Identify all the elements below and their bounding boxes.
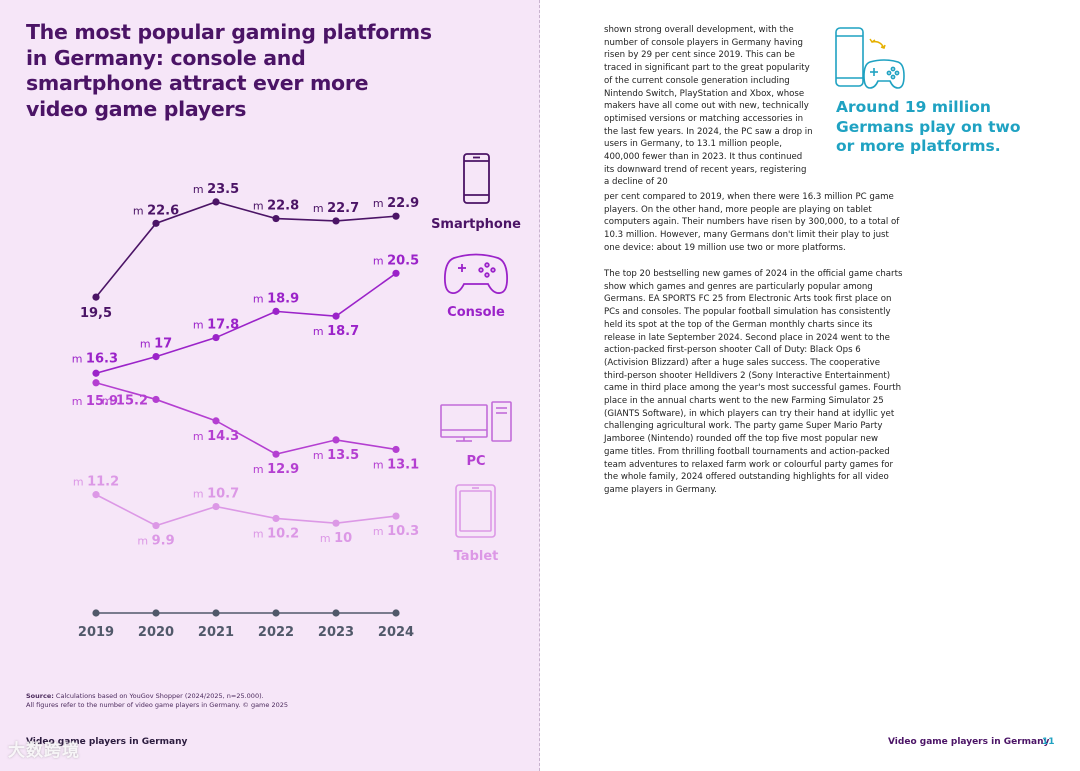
data-label-smartphone-2021: m 23.5	[193, 182, 239, 197]
data-point-console-2020	[152, 353, 160, 361]
data-label-console-2020: m 17	[140, 337, 172, 352]
x-axis-label-2020: 2020	[138, 625, 174, 640]
source-note: Source: Calculations based on YouGov Sho…	[26, 692, 426, 710]
data-label-pc-2024: m 13.1	[373, 457, 419, 472]
data-label-smartphone-2019: 19,5	[80, 306, 112, 321]
data-point-smartphone-2019	[92, 293, 100, 301]
x-axis-tick-2019	[92, 609, 100, 617]
x-axis-label-2024: 2024	[378, 625, 414, 640]
x-axis-tick-2020	[152, 609, 160, 617]
data-point-smartphone-2022	[272, 214, 280, 223]
data-label-tablet-2020: m 9.9	[137, 534, 174, 549]
data-point-pc-2020	[152, 395, 160, 404]
category-label-pc: PC	[466, 454, 485, 469]
series-line-smartphone	[95, 201, 397, 298]
data-label-tablet-2022: m 10.2	[253, 526, 299, 541]
platform-line-chart: 19,5 m 22.6 m 23.5 m 22.8 m 22.7 m 22.9 m 16.3…	[72, 153, 521, 640]
x-axis-tick-2021	[212, 609, 220, 617]
data-point-pc-2021	[212, 417, 220, 425]
data-label-console-2024: m 20.5	[373, 253, 419, 268]
x-axis-label-2019: 2019	[78, 625, 114, 640]
data-point-tablet-2024	[392, 512, 400, 520]
data-point-console-2022	[272, 307, 280, 315]
data-label-pc-2022: m 12.9	[253, 462, 299, 477]
data-label-smartphone-2022: m 22.8	[253, 199, 299, 214]
data-point-console-2021	[212, 333, 220, 342]
page-number: 11	[1042, 737, 1055, 747]
data-point-console-2019	[92, 369, 100, 377]
data-label-console-2023: m 18.7	[313, 324, 359, 339]
data-point-smartphone-2020	[152, 219, 160, 227]
data-label-smartphone-2024: m 22.9	[373, 196, 419, 211]
data-label-smartphone-2020: m 22.6	[133, 203, 179, 218]
x-axis-label-2021: 2021	[198, 625, 234, 640]
category-label-tablet: Tablet	[454, 549, 499, 564]
x-axis-tick-2023	[332, 609, 340, 617]
data-label-pc-2021: m 14.3	[193, 429, 239, 444]
source-text: Calculations based on YouGov Shopper (20…	[55, 692, 264, 700]
tablet-icon	[455, 484, 496, 538]
data-label-console-2021: m 17.8	[193, 318, 239, 333]
footer-title-right: Video game players in Germany	[888, 737, 1050, 747]
data-label-pc-2019: m 15.9	[72, 394, 118, 409]
data-point-smartphone-2023	[332, 217, 340, 225]
data-point-smartphone-2024	[392, 212, 400, 220]
x-axis-label-2022: 2022	[258, 625, 294, 640]
body-paragraph-1b: per cent compared to 2019, when there we…	[604, 192, 900, 253]
data-point-tablet-2023	[332, 519, 340, 527]
data-label-pc-2023: m 13.5	[313, 448, 359, 463]
category-label-smartphone: Smartphone	[431, 217, 521, 232]
series-line-console	[95, 272, 397, 375]
data-label-console-2019: m 16.3	[72, 351, 118, 366]
watermark-text: 大数跨境	[8, 741, 80, 761]
left-page	[0, 0, 540, 771]
x-axis-tick-2022	[272, 609, 280, 617]
data-point-tablet-2022	[272, 514, 280, 523]
data-point-tablet-2021	[212, 502, 220, 511]
data-label-console-2022: m 18.9	[253, 291, 299, 306]
source-label: Source:	[26, 692, 54, 700]
data-label-tablet-2019: m 11.2	[73, 475, 119, 490]
x-axis-tick-2024	[392, 609, 400, 617]
page-spine	[539, 0, 540, 771]
callout-highlight: Around 19 million Germans play on two or…	[836, 98, 1021, 156]
category-label-console: Console	[447, 305, 505, 320]
data-label-tablet-2023: m 10	[320, 531, 352, 546]
data-point-console-2024	[392, 269, 400, 277]
page-title: The most popular gaming platforms in Ger…	[26, 20, 432, 121]
footer-title-left: Video game players in Germany	[26, 737, 188, 747]
data-point-pc-2024	[392, 445, 400, 454]
smartphone-icon	[463, 153, 490, 204]
body-paragraph-2: The top 20 bestselling new games of 2024…	[604, 269, 903, 495]
series-line-tablet	[95, 493, 397, 527]
data-label-pc-2020: m 15.2	[102, 393, 148, 408]
data-point-console-2023	[332, 312, 340, 320]
smartphone-gamepad-icon	[835, 27, 905, 89]
data-point-pc-2019	[92, 379, 100, 387]
source-footnote: All figures refer to the number of video…	[26, 701, 288, 709]
pc-icon	[440, 401, 512, 442]
series-line-pc	[95, 382, 397, 456]
gamepad-icon	[443, 253, 509, 294]
data-point-smartphone-2021	[212, 198, 220, 206]
data-point-tablet-2019	[92, 491, 100, 499]
data-point-pc-2022	[272, 450, 280, 458]
x-axis-label-2023: 2023	[318, 625, 354, 640]
right-page	[541, 0, 1080, 771]
data-point-pc-2023	[332, 436, 340, 444]
body-paragraph-1a: shown strong overall development, with t…	[604, 25, 813, 188]
data-label-tablet-2024: m 10.3	[373, 524, 419, 539]
data-label-tablet-2021: m 10.7	[193, 487, 239, 502]
data-point-tablet-2020	[152, 521, 160, 530]
data-label-smartphone-2023: m 22.7	[313, 201, 359, 216]
